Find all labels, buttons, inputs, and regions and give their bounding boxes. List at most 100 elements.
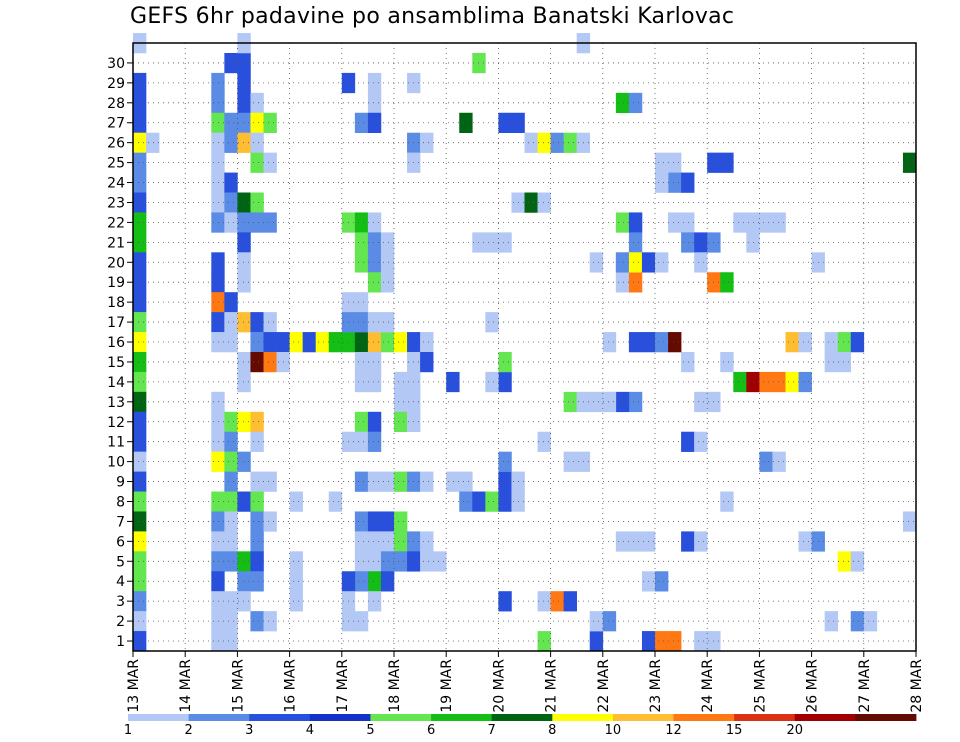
cell: [224, 112, 238, 133]
cell: [237, 571, 251, 592]
cell: [133, 252, 147, 273]
cell: [133, 272, 147, 293]
cell: [380, 531, 395, 552]
cell: [394, 411, 408, 433]
y-tick-label: 13: [107, 395, 125, 411]
cell: [133, 631, 147, 652]
cell: [211, 132, 225, 153]
cell: [380, 272, 395, 293]
cell: [824, 351, 838, 373]
cell: [380, 571, 395, 592]
cell: [237, 451, 251, 472]
chart-title: GEFS 6hr padavine po ansamblima Banatski…: [130, 4, 735, 29]
y-tick-label: 1: [116, 634, 125, 650]
cell: [211, 451, 225, 472]
x-tick-label: 20 MAR: [491, 659, 507, 713]
cell: [655, 152, 669, 173]
y-tick-label: 21: [107, 235, 125, 251]
y-tick-label: 26: [107, 136, 125, 152]
y-tick-label: 25: [107, 156, 125, 172]
cell: [250, 312, 264, 333]
cell: [628, 232, 643, 253]
cell: [211, 192, 225, 213]
y-tick-label: 19: [107, 275, 125, 291]
cell: [380, 511, 395, 532]
cell: [133, 212, 147, 233]
cell: [224, 292, 238, 313]
cell: [563, 591, 577, 612]
x-tick-label: 25 MAR: [752, 659, 768, 713]
cell: [498, 491, 512, 512]
y-tick-label: 3: [116, 594, 125, 610]
cell: [798, 371, 812, 393]
cell: [367, 272, 382, 293]
cell: [837, 551, 852, 572]
legend-swatch: [734, 714, 796, 721]
cell: [628, 92, 643, 114]
cell: [250, 92, 264, 114]
cell: [133, 92, 147, 114]
cell: [211, 292, 225, 313]
cell: [237, 551, 251, 572]
x-tick-label: 21 MAR: [544, 659, 560, 713]
cell: [250, 192, 264, 213]
cell: [237, 132, 251, 153]
cell: [589, 391, 604, 413]
cell: [824, 611, 838, 632]
cell: [759, 371, 773, 393]
legend-label: 12: [665, 723, 682, 738]
cell: [537, 591, 551, 612]
y-tick-label: 9: [116, 475, 125, 491]
color-legend: 1 2 3 4 5 6 7 8 10 12 15 20: [124, 714, 917, 738]
y-axis: 1234567891011121314151617181920212223242…: [107, 56, 133, 650]
cell: [902, 152, 917, 173]
cell: [733, 371, 747, 393]
cell: [863, 611, 878, 632]
legend-swatch: [431, 714, 493, 721]
cell: [354, 571, 369, 592]
legend-label: 6: [427, 723, 435, 738]
cell: [250, 431, 264, 452]
cell: [498, 451, 512, 472]
legend-label: 4: [306, 723, 314, 738]
cell: [420, 471, 434, 492]
cell: [628, 531, 643, 552]
cell: [668, 152, 682, 173]
cell: [224, 631, 238, 652]
cell: [211, 531, 225, 552]
cell: [133, 132, 147, 153]
legend-swatch: [491, 714, 553, 721]
cell: [302, 332, 316, 353]
cell: [354, 252, 369, 273]
cell: [237, 351, 251, 373]
cell: [224, 491, 238, 512]
cell: [133, 152, 147, 173]
cell: [615, 92, 630, 114]
cell: [655, 252, 669, 273]
cell: [354, 611, 369, 632]
cell: [133, 112, 147, 133]
cell: [380, 232, 395, 253]
cell: [250, 571, 264, 592]
legend-swatch: [188, 714, 250, 721]
y-tick-label: 2: [116, 614, 125, 630]
legend-swatch: [673, 714, 735, 721]
grid-layer: [133, 43, 916, 651]
cell: [315, 332, 330, 353]
cell: [224, 531, 238, 552]
cell: [694, 391, 708, 413]
legend-swatch: [249, 714, 311, 721]
cell: [681, 172, 695, 193]
cell: [850, 611, 865, 632]
cell: [380, 252, 395, 273]
legend-swatch: [552, 714, 614, 721]
x-tick-label: 13 MAR: [126, 659, 142, 713]
cell: [263, 332, 277, 353]
cell: [289, 551, 303, 572]
cell: [237, 252, 251, 273]
x-tick-label: 23 MAR: [648, 659, 664, 713]
cell: [772, 451, 786, 472]
cell: [589, 631, 604, 652]
cell: [211, 571, 225, 592]
cell: [133, 591, 147, 612]
